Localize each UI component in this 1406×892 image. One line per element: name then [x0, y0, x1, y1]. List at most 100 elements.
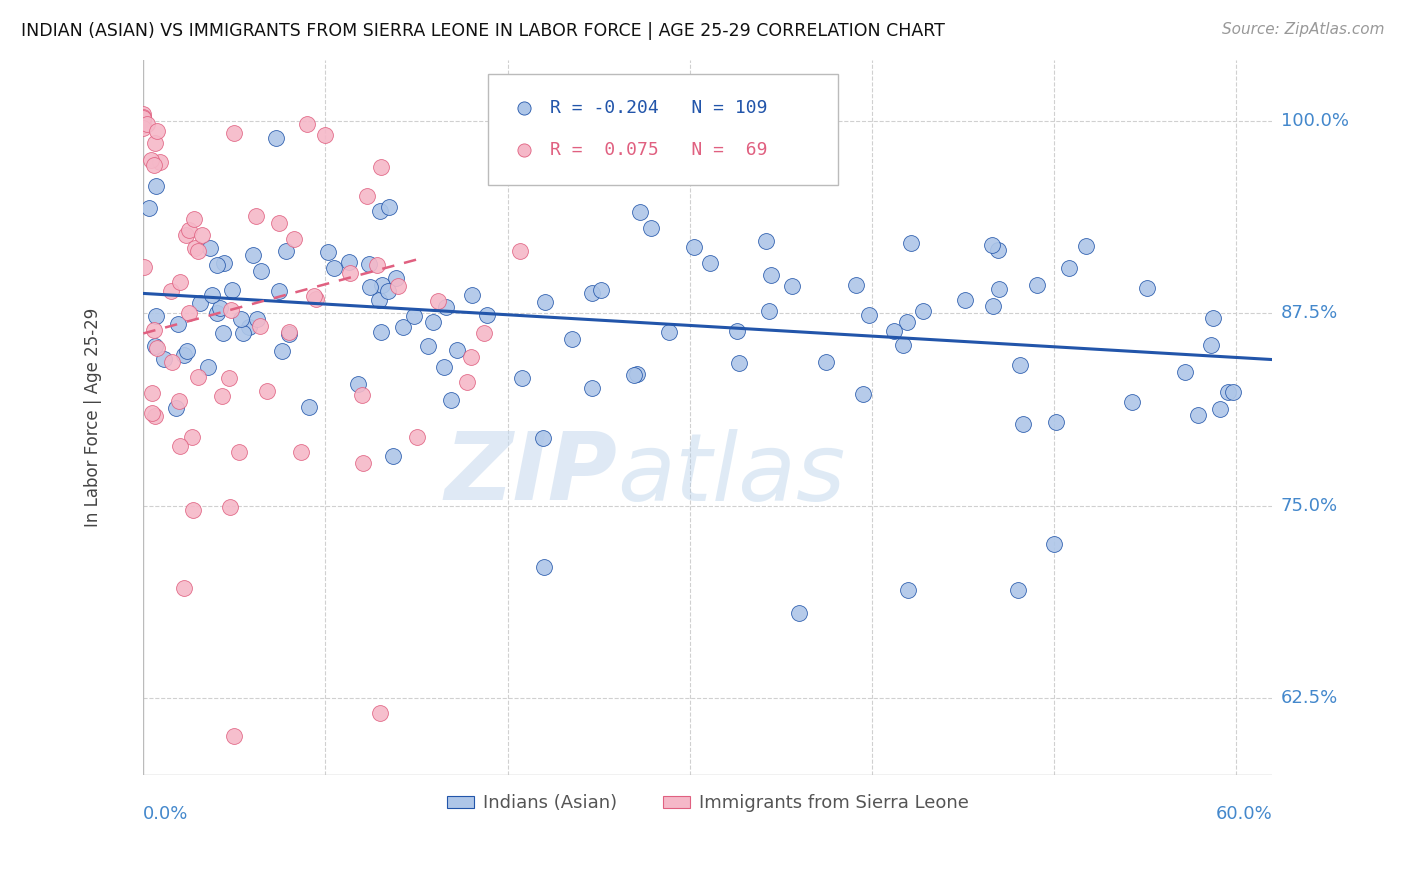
Point: [302, 289, 325, 303]
Point: [297, 117, 319, 131]
Point: [628, 205, 651, 219]
Point: [759, 268, 782, 282]
Text: 75.0%: 75.0%: [1281, 497, 1339, 515]
Point: [427, 293, 450, 308]
Point: [231, 312, 253, 326]
Text: R =  0.075   N =  69: R = 0.075 N = 69: [550, 142, 768, 160]
Point: [1136, 281, 1159, 295]
Point: [422, 315, 444, 329]
Point: [371, 277, 394, 292]
Point: [350, 387, 373, 401]
Point: [531, 431, 554, 445]
Point: [221, 283, 243, 297]
Point: [370, 325, 392, 339]
Point: [814, 355, 837, 369]
Point: [356, 188, 378, 202]
Text: atlas: atlas: [617, 429, 846, 520]
Point: [245, 209, 267, 223]
Point: [145, 310, 167, 324]
Text: ZIP: ZIP: [444, 428, 617, 521]
Point: [219, 303, 242, 318]
Point: [143, 136, 166, 150]
Point: [440, 392, 463, 407]
Point: [337, 254, 360, 268]
Point: [987, 243, 1010, 257]
Point: [142, 323, 165, 337]
Text: 62.5%: 62.5%: [1281, 689, 1339, 707]
Point: [201, 288, 224, 302]
Point: [322, 261, 344, 276]
Point: [159, 284, 181, 298]
Point: [132, 113, 155, 128]
Point: [173, 581, 195, 595]
Point: [1174, 365, 1197, 379]
Point: [278, 325, 301, 339]
Text: 0.0%: 0.0%: [143, 805, 188, 823]
Point: [623, 368, 645, 382]
Point: [370, 161, 392, 175]
Point: [858, 308, 880, 322]
Point: [238, 319, 260, 334]
Point: [626, 368, 648, 382]
Point: [1026, 278, 1049, 293]
Point: [132, 120, 155, 135]
Point: [177, 222, 200, 236]
Point: [852, 387, 875, 401]
Point: [561, 332, 583, 346]
Point: [183, 241, 205, 255]
Point: [640, 221, 662, 235]
Point: [212, 256, 235, 270]
Point: [509, 244, 531, 259]
Text: In Labor Force | Age 25-29: In Labor Force | Age 25-29: [83, 308, 101, 527]
Point: [953, 293, 976, 307]
Text: 87.5%: 87.5%: [1281, 304, 1339, 322]
Point: [264, 130, 287, 145]
Point: [191, 227, 214, 242]
Point: [167, 394, 190, 409]
Point: [368, 293, 391, 307]
Point: [1209, 401, 1232, 416]
Point: [385, 271, 408, 285]
Point: [581, 381, 603, 395]
Point: [169, 276, 191, 290]
Point: [1216, 385, 1239, 400]
Point: [357, 257, 380, 271]
Point: [533, 560, 555, 574]
Point: [728, 356, 751, 370]
Point: [135, 117, 157, 131]
Point: [745, 310, 768, 324]
Point: [461, 288, 484, 302]
Point: [346, 377, 368, 392]
FancyBboxPatch shape: [488, 74, 838, 185]
Point: [278, 327, 301, 342]
Text: INDIAN (ASIAN) VS IMMIGRANTS FROM SIERRA LEONE IN LABOR FORCE | AGE 25-29 CORREL: INDIAN (ASIAN) VS IMMIGRANTS FROM SIERRA…: [21, 22, 945, 40]
Point: [211, 389, 233, 403]
Point: [167, 317, 190, 331]
Point: [274, 244, 297, 258]
Point: [256, 384, 278, 398]
Point: [181, 430, 204, 444]
Point: [283, 232, 305, 246]
Point: [534, 295, 557, 310]
Point: [188, 296, 211, 310]
Point: [143, 409, 166, 423]
Point: [658, 325, 681, 339]
Point: [983, 299, 1005, 313]
Point: [405, 430, 427, 444]
Point: [132, 260, 155, 274]
Point: [183, 212, 205, 227]
Point: [1121, 395, 1143, 409]
Point: [586, 106, 609, 120]
Point: [153, 352, 176, 367]
Point: [174, 227, 197, 242]
Point: [246, 311, 269, 326]
Point: [387, 279, 409, 293]
Point: [146, 342, 169, 356]
Point: [242, 248, 264, 262]
Point: [1057, 260, 1080, 275]
Point: [404, 309, 426, 323]
Point: [1007, 583, 1029, 598]
Point: [183, 502, 205, 516]
Point: [173, 348, 195, 362]
Point: [510, 371, 533, 385]
